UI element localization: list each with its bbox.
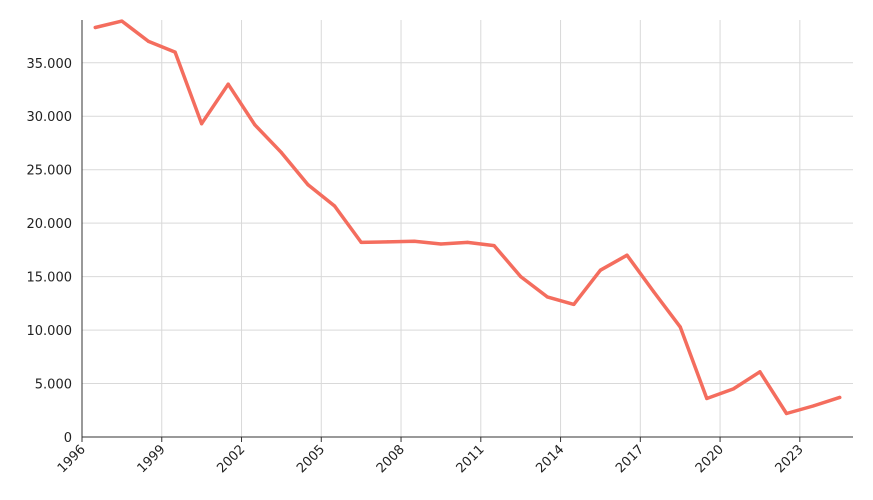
y-tick-label: 5.000: [35, 378, 72, 393]
data-point: [784, 411, 789, 416]
x-tick-label: 1999: [135, 442, 169, 476]
data-point: [678, 325, 682, 329]
data-point: [120, 19, 124, 23]
data-point: [572, 302, 576, 307]
y-tick-label: 0: [64, 431, 72, 446]
data-point: [758, 370, 762, 374]
data-point: [838, 395, 842, 400]
x-tick-label: 1996: [55, 442, 89, 476]
x-tick-label: 2023: [773, 442, 807, 476]
data-point: [439, 242, 443, 246]
series-layer: [93, 19, 842, 416]
x-tick-label: 2017: [613, 442, 647, 476]
data-point: [545, 295, 549, 299]
data-point: [253, 123, 257, 127]
data-point: [598, 268, 603, 272]
data-point: [492, 244, 496, 248]
data-point: [652, 289, 656, 294]
data-point: [465, 240, 470, 244]
y-tick-label: 20.000: [27, 217, 73, 232]
x-tick-label: 2005: [294, 442, 328, 476]
x-tick-label: 2002: [214, 442, 248, 476]
data-point: [173, 50, 177, 54]
x-tick-label: 2008: [374, 442, 408, 476]
x-tick-label: 2011: [454, 442, 488, 476]
data-point: [306, 183, 310, 187]
axis-layer: 0 5.000 10.000 15.000 20.000 25.000 30.000 35.0…: [27, 20, 853, 476]
y-tick-label: 35.000: [27, 57, 73, 72]
data-point: [279, 150, 283, 155]
x-tick-label: 2014: [533, 442, 567, 476]
data-point: [93, 25, 97, 30]
data-point: [811, 404, 815, 408]
data-point: [332, 204, 337, 208]
data-point: [359, 240, 363, 244]
data-point: [386, 240, 390, 244]
x-tick-label: 2020: [693, 442, 727, 476]
data-point: [200, 122, 204, 126]
data-point: [625, 253, 629, 257]
y-tick-label: 10.000: [27, 324, 73, 339]
y-tick-label: 15.000: [27, 271, 73, 286]
data-point: [226, 82, 230, 86]
data-point: [705, 396, 709, 401]
data-point: [519, 275, 523, 279]
series-line: [93, 19, 842, 416]
data-point: [412, 239, 416, 243]
grid-layer: [82, 20, 853, 437]
data-point: [146, 39, 151, 43]
y-tick-label: 25.000: [27, 164, 73, 179]
y-tick-label: 30.000: [27, 110, 73, 125]
data-point: [731, 387, 735, 391]
